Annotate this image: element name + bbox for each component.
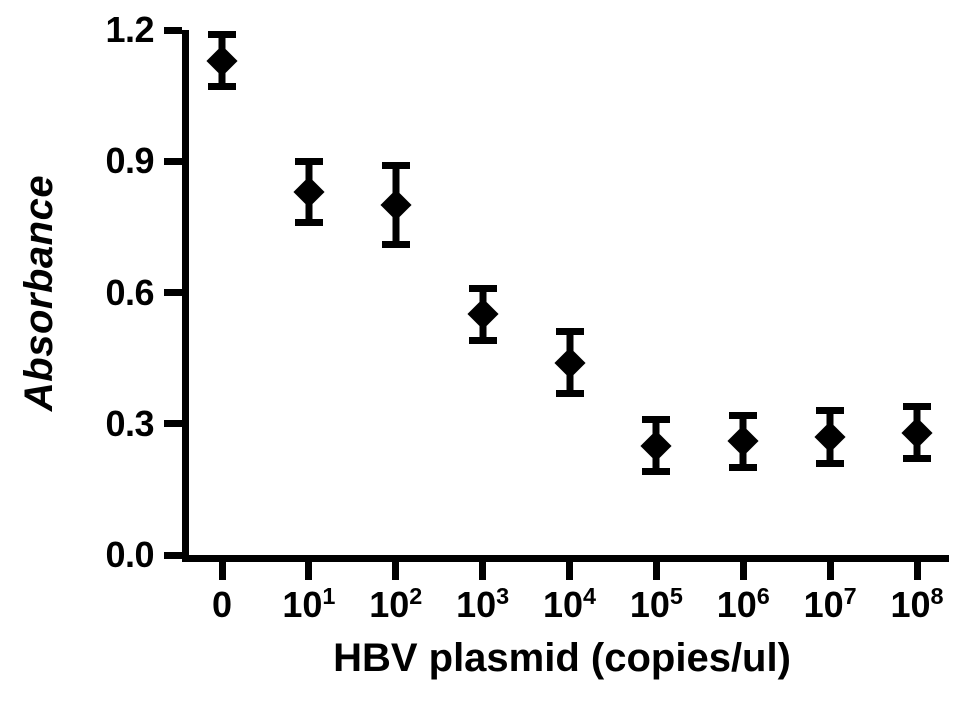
y-axis-label: Absorbance — [17, 174, 62, 410]
data-point — [554, 347, 585, 378]
y-tick-label: 0.0 — [0, 534, 154, 576]
absorbance-chart: 0.00.30.60.91.20101102103104105106107108… — [0, 0, 977, 712]
x-tick-label: 108 — [890, 584, 943, 626]
error-cap-top — [382, 162, 410, 169]
error-cap-bottom — [469, 337, 497, 344]
y-axis-line — [182, 30, 189, 562]
x-tick — [305, 562, 312, 580]
data-point — [901, 417, 932, 448]
x-tick — [653, 562, 660, 580]
error-cap-bottom — [816, 460, 844, 467]
x-tick-label: 0 — [212, 584, 232, 626]
error-cap-top — [469, 285, 497, 292]
error-cap-top — [556, 328, 584, 335]
error-cap-top — [295, 158, 323, 165]
x-axis-label: HBV plasmid (copies/ul) — [333, 636, 791, 681]
x-tick-label: 105 — [630, 584, 683, 626]
error-cap-bottom — [642, 468, 670, 475]
y-tick — [164, 420, 182, 427]
error-cap-top — [642, 416, 670, 423]
x-tick-label: 104 — [543, 584, 596, 626]
x-tick — [566, 562, 573, 580]
error-cap-top — [903, 403, 931, 410]
data-point — [815, 421, 846, 452]
x-tick — [914, 562, 921, 580]
x-tick — [392, 562, 399, 580]
y-tick — [164, 158, 182, 165]
y-tick-label: 1.2 — [0, 9, 154, 51]
x-tick-label: 101 — [282, 584, 335, 626]
error-cap-bottom — [208, 83, 236, 90]
data-point — [380, 189, 411, 220]
error-cap-bottom — [729, 464, 757, 471]
error-cap-top — [208, 31, 236, 38]
data-point — [467, 299, 498, 330]
x-axis-line — [182, 555, 949, 562]
error-cap-bottom — [382, 241, 410, 248]
error-cap-top — [816, 407, 844, 414]
error-cap-bottom — [295, 219, 323, 226]
x-tick — [219, 562, 226, 580]
y-tick — [164, 27, 182, 34]
x-tick — [827, 562, 834, 580]
y-tick — [164, 289, 182, 296]
x-tick — [740, 562, 747, 580]
x-tick — [479, 562, 486, 580]
error-cap-bottom — [903, 455, 931, 462]
x-tick-label: 102 — [369, 584, 422, 626]
x-tick-label: 107 — [804, 584, 857, 626]
x-tick-label: 103 — [456, 584, 509, 626]
error-cap-top — [729, 412, 757, 419]
data-point — [293, 176, 324, 207]
y-tick — [164, 552, 182, 559]
data-point — [641, 430, 672, 461]
error-cap-bottom — [556, 390, 584, 397]
data-point — [206, 45, 237, 76]
x-tick-label: 106 — [717, 584, 770, 626]
data-point — [728, 426, 759, 457]
